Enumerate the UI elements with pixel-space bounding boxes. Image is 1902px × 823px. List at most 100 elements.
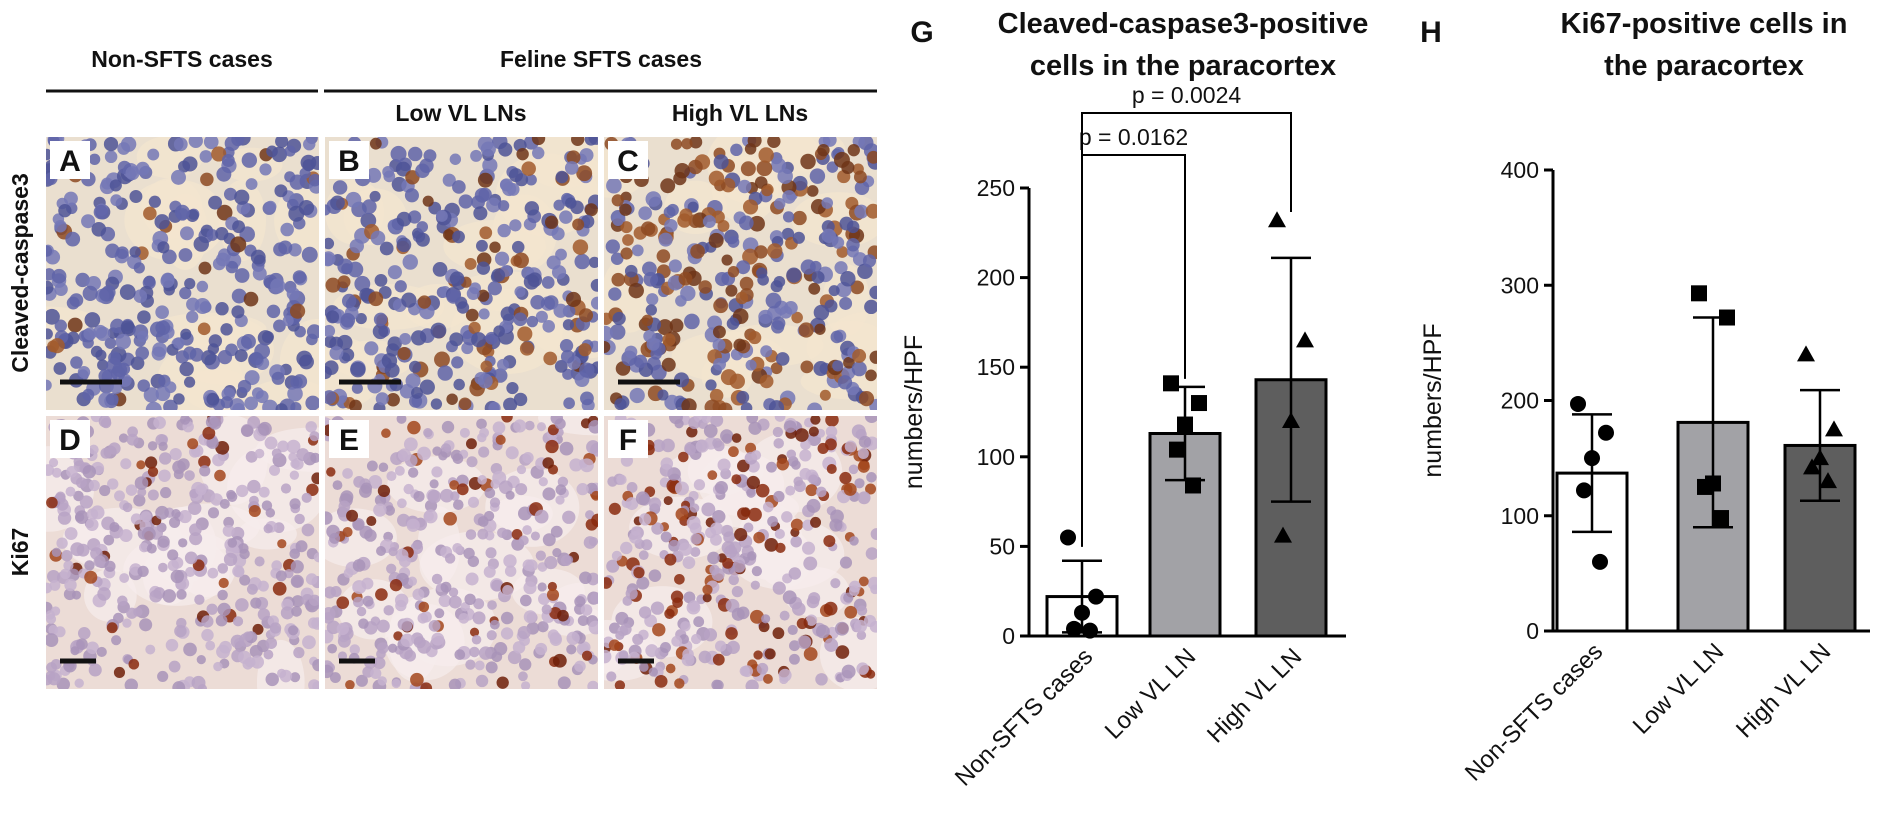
cell [518, 671, 528, 682]
cell [263, 524, 273, 534]
cell [146, 543, 157, 554]
cell [562, 319, 575, 331]
chart-title: Ki67-positive cells in [1561, 8, 1848, 40]
cell [822, 137, 837, 147]
cell [255, 390, 269, 404]
cell [245, 178, 258, 190]
cell [519, 341, 534, 356]
cell [844, 605, 858, 619]
panel-label: G [910, 16, 933, 49]
cell [799, 449, 812, 462]
cell [590, 592, 598, 605]
cell [687, 201, 699, 213]
cell [485, 661, 498, 674]
cell [482, 157, 498, 173]
cell [806, 185, 819, 197]
cell [813, 361, 829, 377]
cell [620, 541, 633, 555]
micrographs: A B C D E F [46, 137, 877, 689]
cell [200, 172, 214, 187]
cell [257, 608, 270, 621]
cell [232, 616, 244, 627]
cell [839, 296, 853, 310]
cell [111, 635, 122, 646]
cell [208, 417, 222, 430]
cell [487, 281, 502, 296]
cell [143, 206, 157, 221]
cell [263, 649, 274, 660]
cell [120, 320, 135, 335]
cell [660, 178, 676, 194]
annotation: p = 0.0162 [1079, 124, 1188, 150]
cell [725, 627, 738, 640]
cell [810, 416, 821, 425]
cell [767, 243, 783, 259]
cell [731, 433, 742, 443]
cell [800, 439, 811, 451]
cell [373, 503, 387, 517]
cell [180, 416, 191, 425]
cell [185, 566, 196, 578]
cell [349, 238, 364, 254]
row-label: Ki67 [7, 528, 33, 577]
cell [689, 137, 703, 149]
cell [173, 337, 185, 349]
cell [46, 633, 59, 648]
cell [830, 330, 844, 344]
cell [857, 491, 871, 505]
cell [863, 614, 877, 628]
column-header: Feline SFTS cases [500, 46, 702, 72]
cell [524, 420, 535, 431]
cell [415, 232, 430, 247]
cell [728, 574, 739, 586]
cell [713, 357, 726, 371]
cell [810, 516, 822, 528]
cell [355, 312, 367, 325]
cell [46, 328, 53, 340]
cell [223, 516, 234, 528]
cell [498, 480, 513, 495]
cell [717, 219, 730, 232]
cell [206, 603, 218, 615]
cell [352, 580, 367, 595]
cell [559, 339, 574, 353]
cell [430, 398, 443, 410]
cell [487, 600, 497, 610]
cell [587, 680, 598, 689]
cell [448, 587, 459, 597]
cell [439, 488, 454, 503]
cell [551, 265, 567, 280]
cell [846, 237, 860, 252]
cell [234, 349, 248, 363]
cell [66, 465, 78, 478]
cell [753, 650, 763, 660]
column-header: Non-SFTS cases [91, 46, 273, 72]
data-point [1592, 553, 1608, 570]
cell [484, 487, 496, 499]
cell [347, 261, 364, 278]
cell [272, 581, 287, 596]
cell [308, 173, 319, 187]
cell [747, 551, 757, 561]
cell [137, 330, 149, 343]
cell [688, 600, 700, 612]
x-tick-label: Low VL LN [1628, 638, 1729, 739]
cell [288, 625, 299, 636]
cell [530, 531, 540, 541]
cell [712, 338, 726, 352]
cell [631, 526, 641, 537]
cell [82, 285, 98, 301]
cell [566, 150, 581, 165]
cell [218, 577, 229, 589]
cell [870, 584, 877, 595]
cell [566, 644, 577, 655]
cell [83, 327, 97, 341]
cell [542, 320, 555, 333]
cell [843, 482, 857, 496]
cell [815, 486, 827, 498]
cell [646, 293, 659, 306]
cell [206, 392, 220, 406]
cell [293, 647, 305, 659]
y-tick-label: 200 [1501, 388, 1539, 414]
cell [693, 616, 705, 628]
